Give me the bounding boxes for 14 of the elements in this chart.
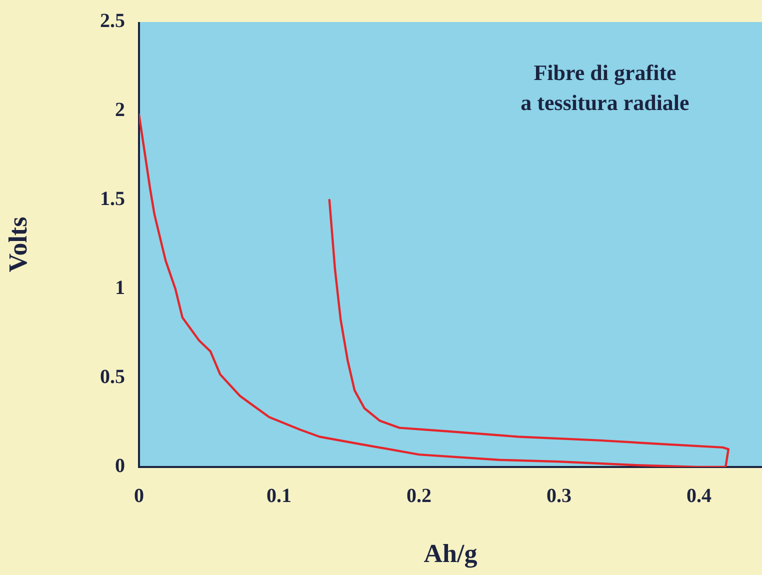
annotation: Fibre di grafite a tessitura radiale — [520, 60, 690, 115]
x-tick-label: 0.2 — [406, 485, 432, 508]
y-tick-label: 2 — [115, 99, 125, 122]
x-tick-label: 0 — [134, 485, 144, 508]
y-tick-label: 1.5 — [100, 188, 125, 210]
y-tick-label: 0.5 — [100, 366, 125, 388]
x-tick-label: 0.4 — [686, 485, 712, 508]
x-axis-title: Ah/g — [424, 539, 478, 568]
x-tick-label: 0.3 — [546, 485, 572, 508]
y-tick-label: 0 — [115, 455, 125, 478]
x-tick-label: 0.1 — [266, 485, 292, 508]
y-axis-title: Volts — [3, 216, 32, 272]
y-tick-label: 2.5 — [100, 10, 125, 32]
y-tick-label: 1 — [115, 277, 125, 300]
